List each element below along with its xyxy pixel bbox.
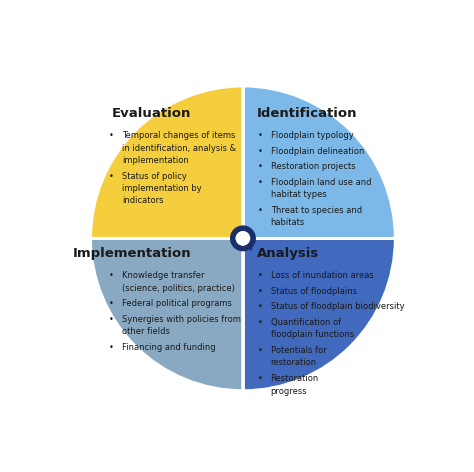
Text: •: • — [109, 171, 114, 181]
Text: restoration: restoration — [271, 358, 317, 368]
Text: habitats: habitats — [271, 218, 305, 228]
Text: implementation by: implementation by — [122, 184, 201, 193]
Text: progress: progress — [271, 387, 307, 396]
Text: •: • — [258, 287, 263, 296]
Text: Restoration projects: Restoration projects — [271, 162, 355, 171]
Text: Threat to species and: Threat to species and — [271, 206, 362, 215]
Text: habitat types: habitat types — [271, 190, 327, 199]
Text: Financing and funding: Financing and funding — [122, 343, 215, 352]
Text: Identification: Identification — [257, 107, 357, 120]
Text: •: • — [109, 131, 114, 140]
Text: •: • — [258, 131, 263, 140]
Text: Potentials for: Potentials for — [271, 346, 326, 355]
Text: indicators: indicators — [122, 196, 163, 205]
Text: Implementation: Implementation — [73, 247, 191, 260]
Wedge shape — [91, 86, 243, 238]
Text: Federal political programs: Federal political programs — [122, 299, 232, 308]
Text: Floodplain delineation: Floodplain delineation — [271, 147, 364, 156]
Text: •: • — [258, 147, 263, 156]
Text: in identification, analysis &: in identification, analysis & — [122, 143, 236, 152]
Text: Restoration: Restoration — [271, 374, 319, 383]
Circle shape — [236, 231, 250, 245]
Text: Status of policy: Status of policy — [122, 171, 187, 181]
Text: Temporal changes of items: Temporal changes of items — [122, 131, 235, 140]
Text: Knowledge transfer: Knowledge transfer — [122, 271, 204, 280]
Text: Status of floodplains: Status of floodplains — [271, 287, 356, 296]
Text: •: • — [258, 318, 263, 327]
Text: •: • — [109, 271, 114, 280]
Text: Status of floodplain biodiversity: Status of floodplain biodiversity — [271, 303, 404, 312]
Text: •: • — [258, 178, 263, 187]
Text: Quantification of: Quantification of — [271, 318, 341, 327]
Wedge shape — [243, 238, 395, 391]
Text: •: • — [258, 346, 263, 355]
Text: •: • — [258, 303, 263, 312]
Text: Loss of inundation areas: Loss of inundation areas — [271, 271, 374, 280]
Text: •: • — [258, 162, 263, 171]
Text: •: • — [258, 374, 263, 383]
Wedge shape — [91, 238, 243, 391]
Text: floodplain functions: floodplain functions — [271, 330, 354, 339]
Text: Evaluation: Evaluation — [112, 107, 191, 120]
Text: Synergies with policies from: Synergies with policies from — [122, 315, 241, 324]
Text: •: • — [258, 206, 263, 215]
Wedge shape — [243, 86, 395, 238]
Text: •: • — [109, 343, 114, 352]
Wedge shape — [230, 226, 256, 251]
Text: •: • — [109, 299, 114, 308]
Text: •: • — [258, 271, 263, 280]
Text: Floodplain land use and: Floodplain land use and — [271, 178, 371, 187]
Text: implementation: implementation — [122, 156, 189, 165]
Text: Floodplain typology: Floodplain typology — [271, 131, 353, 140]
Text: other fields: other fields — [122, 327, 170, 337]
Text: •: • — [109, 315, 114, 324]
Text: Analysis: Analysis — [257, 247, 319, 260]
Text: (science, politics, practice): (science, politics, practice) — [122, 284, 235, 293]
